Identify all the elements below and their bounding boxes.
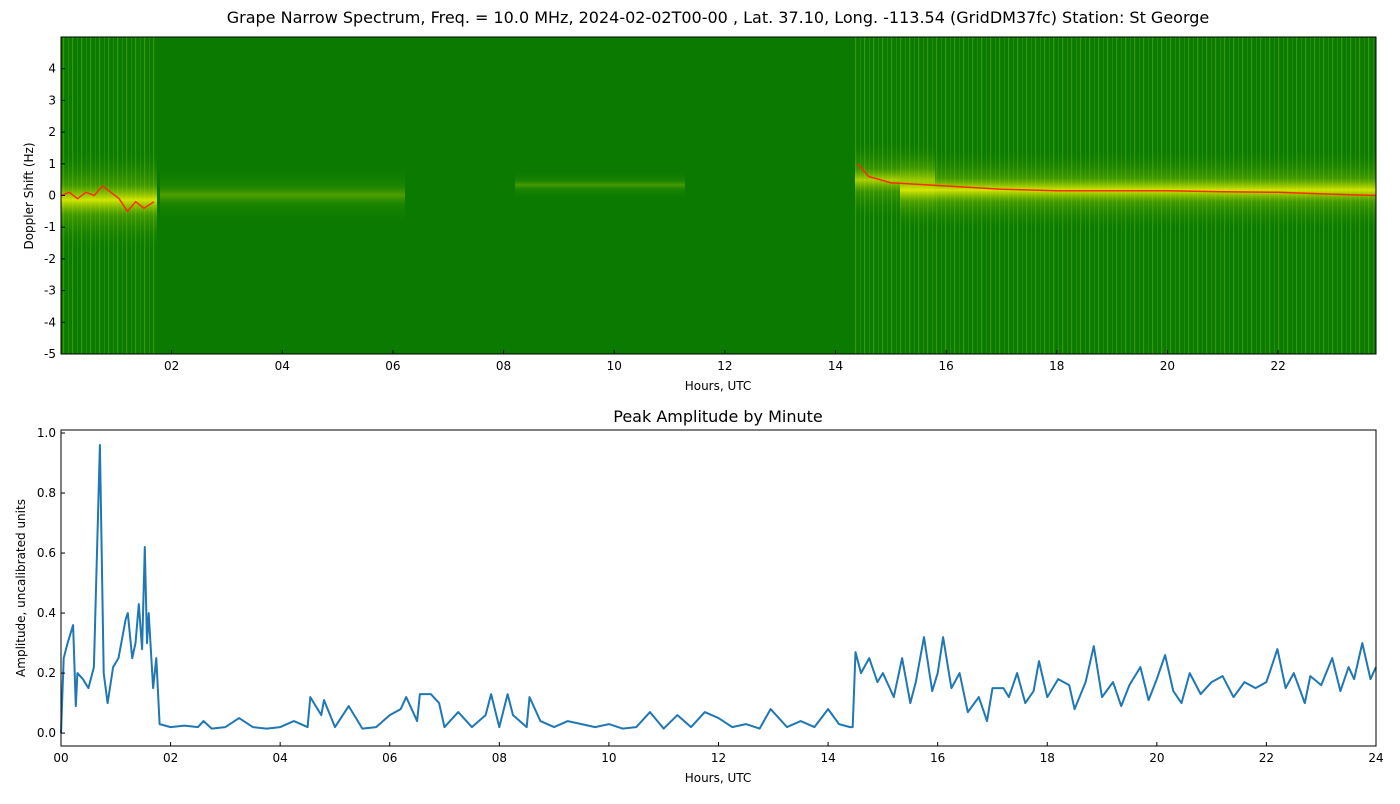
- x-tick-label: 16: [939, 359, 954, 373]
- series-line: [60, 444, 1377, 734]
- y-tick-label: 0.0: [37, 726, 56, 740]
- y-tick-label: 2: [48, 125, 56, 139]
- x-tick-label: 22: [1270, 359, 1285, 373]
- y-tick-label: 0.6: [37, 546, 56, 560]
- y-axis-label: Amplitude, uncalibrated units: [14, 499, 28, 677]
- x-tick-label: 06: [382, 751, 397, 765]
- x-tick-label: 00: [53, 751, 68, 765]
- x-tick-label: 12: [717, 359, 732, 373]
- y-tick-label: 0.4: [37, 606, 56, 620]
- x-tick-label: 16: [930, 751, 945, 765]
- y-tick-label: -3: [44, 284, 56, 298]
- x-tick-label: 02: [163, 751, 178, 765]
- x-tick-label: 08: [492, 751, 507, 765]
- y-tick-label: -5: [44, 347, 56, 361]
- x-tick-label: 24: [1368, 751, 1383, 765]
- chart-title: Grape Narrow Spectrum, Freq. = 10.0 MHz,…: [227, 8, 1210, 27]
- spectrogram-image: [61, 37, 1376, 354]
- y-tick-label: -1: [44, 220, 56, 234]
- x-tick-label: 10: [607, 359, 622, 373]
- x-tick-label: 12: [711, 751, 726, 765]
- x-tick-label: 20: [1149, 751, 1164, 765]
- x-tick-label: 22: [1259, 751, 1274, 765]
- x-tick-label: 20: [1160, 359, 1175, 373]
- peak-trace: [60, 163, 1377, 213]
- x-tick-label: 08: [496, 359, 511, 373]
- y-tick-label: 1.0: [37, 426, 56, 440]
- chart-title: Peak Amplitude by Minute: [613, 407, 823, 426]
- x-tick-label: 10: [601, 751, 616, 765]
- x-tick-label: 02: [164, 359, 179, 373]
- x-tick-label: 14: [828, 359, 843, 373]
- y-tick-label: 1: [48, 157, 56, 171]
- x-tick-label: 04: [275, 359, 290, 373]
- x-axis-label: Hours, UTC: [685, 771, 752, 785]
- x-tick-label: 04: [273, 751, 288, 765]
- x-tick-label: 06: [385, 359, 400, 373]
- x-tick-label: 18: [1040, 751, 1055, 765]
- y-tick-label: -4: [44, 315, 56, 329]
- y-tick-label: 0: [48, 189, 56, 203]
- y-tick-label: 3: [48, 93, 56, 107]
- x-axis-label: Hours, UTC: [685, 379, 752, 393]
- y-axis-label: Doppler Shift (Hz): [22, 142, 36, 249]
- x-tick-label: 18: [1049, 359, 1064, 373]
- y-tick-label: 0.8: [37, 486, 56, 500]
- y-tick-label: -2: [44, 252, 56, 266]
- y-tick-label: 4: [48, 62, 56, 76]
- y-tick-label: 0.2: [37, 666, 56, 680]
- x-tick-label: 14: [820, 751, 835, 765]
